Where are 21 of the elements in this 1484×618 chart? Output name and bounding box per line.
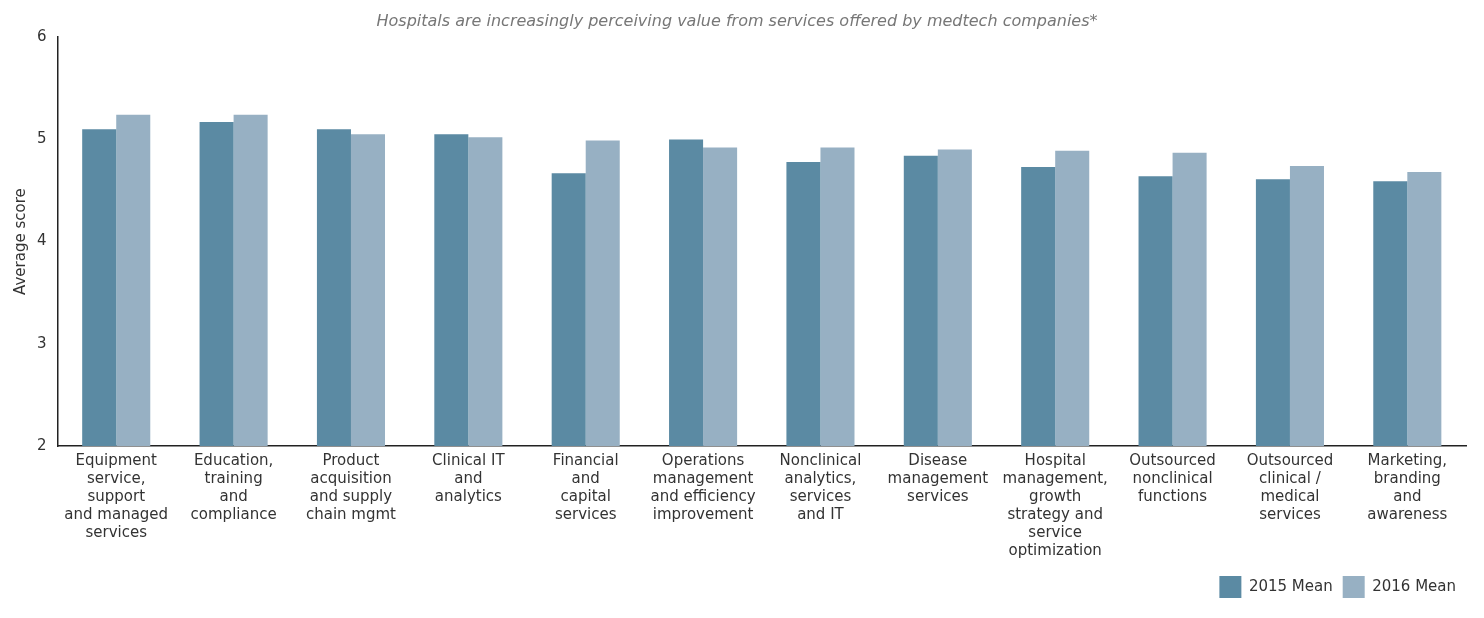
x-tick-label: Nonclinical analytics, services and IT xyxy=(779,450,862,523)
x-tick-label: Outsourced clinical / medical services xyxy=(1246,450,1334,523)
y-tick-label: 5 xyxy=(37,129,47,148)
x-tick-label: Equipment service, support and managed services xyxy=(64,450,169,541)
y-tick-label: 4 xyxy=(37,231,47,250)
legend-label: 2016 Mean xyxy=(1372,576,1456,595)
x-tick-label: Education, training and compliance xyxy=(190,450,277,523)
x-tick-label: Product acquisition and supply chain mgmt xyxy=(305,450,397,523)
chart-title: Hospitals are increasingly perceiving value from services offered by medtech companies* xyxy=(376,10,1098,30)
y-tick-label: 6 xyxy=(37,27,47,46)
y-tick-label: 2 xyxy=(37,435,47,454)
x-tick-label: Financial and capital services xyxy=(552,450,619,523)
x-tick-label: Marketing, branding and awareness xyxy=(1367,450,1448,523)
x-tick-label: Outsourced nonclinical functions xyxy=(1129,450,1216,505)
legend-label: 2015 Mean xyxy=(1248,576,1333,595)
x-tick-label: Clinical IT and analytics xyxy=(432,450,506,505)
x-tick-label: Operations management and efficiency improvement xyxy=(650,450,756,523)
y-tick-label: 3 xyxy=(37,333,47,352)
y-axis-title: Average score xyxy=(10,188,29,295)
x-tick-label: Hospital management, growth strategy and service optimization xyxy=(1002,450,1108,559)
x-tick-label: Disease management services xyxy=(887,450,989,505)
